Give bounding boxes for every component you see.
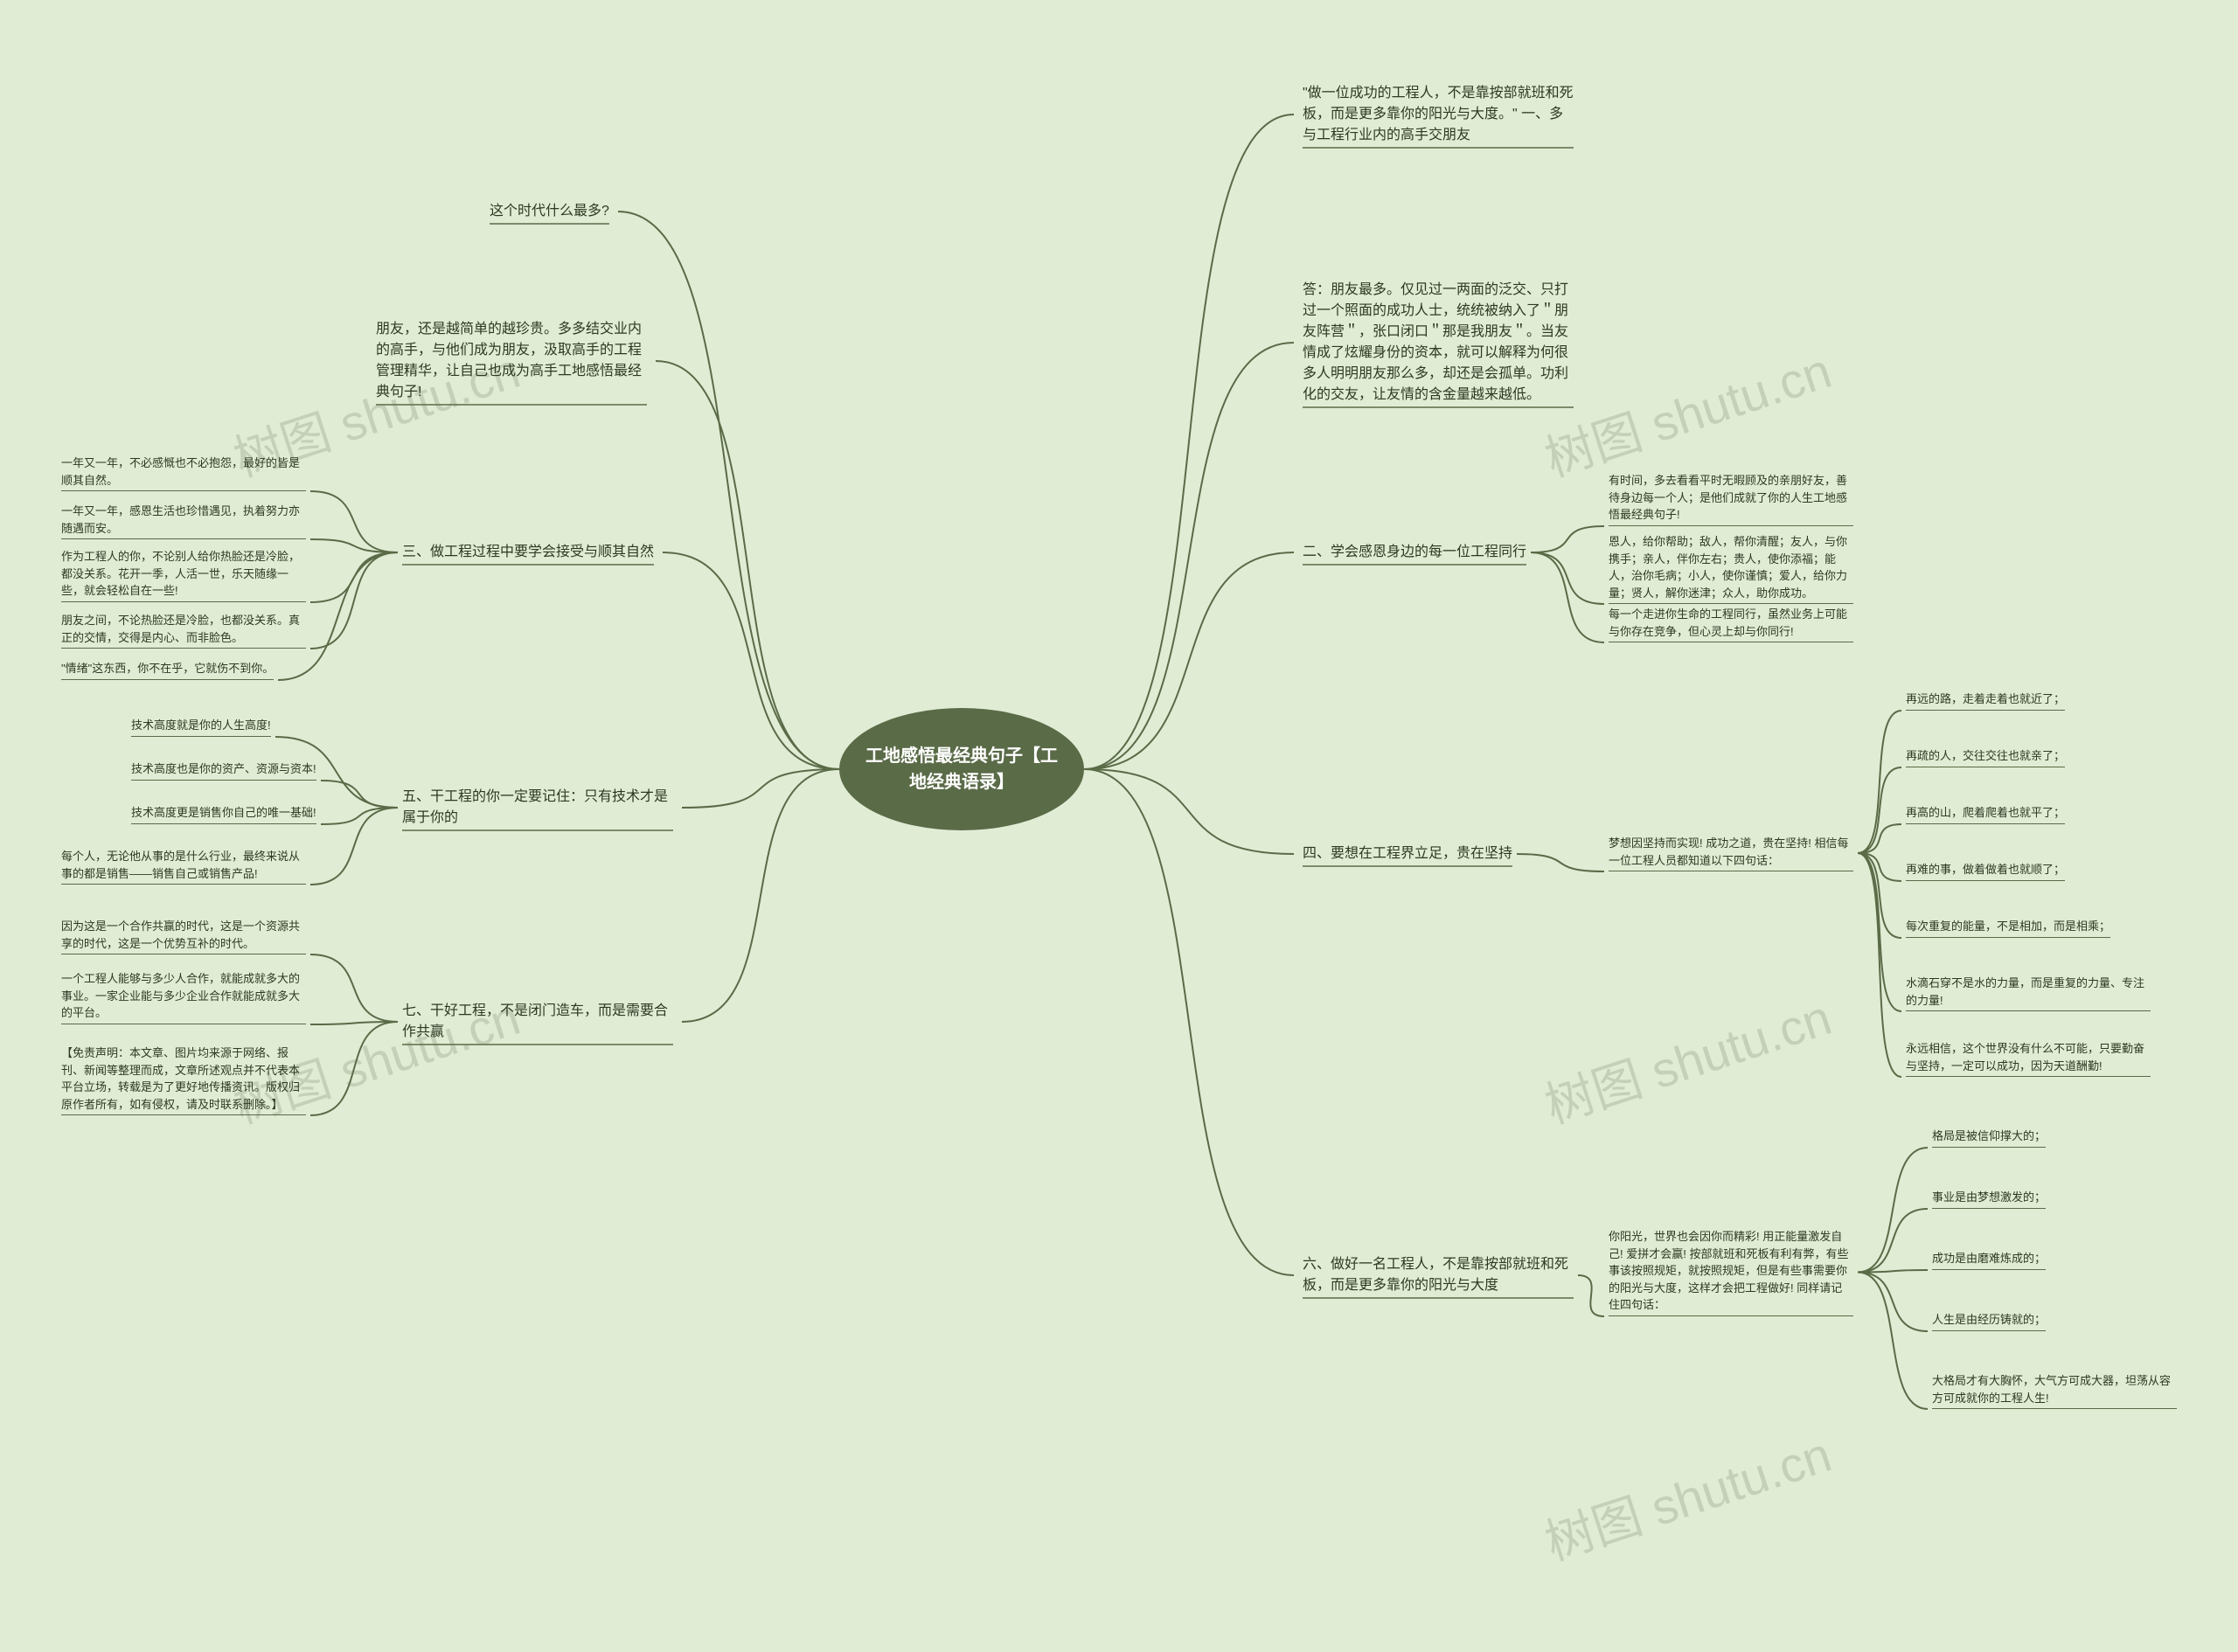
leaf-node: 梦想因坚持而实现! 成功之道，贵在坚持! 相信每一位工程人员都知道以下四句话： [1609, 835, 1853, 871]
leaf-node: 一年又一年，感恩生活也珍惜遇见，执着努力亦随遇而安。 [61, 503, 306, 539]
branch-label: 五、干工程的你一定要记住：只有技术才是属于你的 [402, 787, 673, 829]
leaf-node: 再难的事，做着做着也就顺了； [1906, 861, 2065, 881]
branch-label: 六、做好一名工程人，不是靠按部就班和死板，而是更多靠你的阳光与大度 [1303, 1254, 1574, 1296]
leaf-node: 每个人，无论他从事的是什么行业，最终来说从事的都是销售——销售自己或销售产品! [61, 848, 306, 885]
leaf-node: 一个工程人能够与多少人合作，就能成就多大的事业。一家企业能与多少企业合作就能成就… [61, 970, 306, 1024]
leaf-node: 因为这是一个合作共赢的时代，这是一个资源共享的时代，这是一个优势互补的时代。 [61, 918, 306, 954]
leaf-node: 恩人，给你帮助；敌人，帮你清醒；友人，与你携手；亲人，伴你左右；贵人，使你添福；… [1609, 533, 1853, 604]
branch-label: 答：朋友最多。仅见过一两面的泛交、只打过一个照面的成功人士，统统被纳入了＂朋友阵… [1303, 280, 1574, 406]
leaf-node: 再远的路，走着走着也就近了； [1906, 691, 2065, 711]
leaf-node: 技术高度更是销售你自己的唯一基础! [131, 804, 316, 824]
leaf-node: 事业是由梦想激发的； [1932, 1189, 2046, 1209]
branch-label: 二、学会感恩身边的每一位工程同行 [1303, 542, 1526, 563]
leaf-node: 再疏的人，交往交往也就亲了； [1906, 747, 2065, 767]
leaf-node: "情绪"这东西，你不在乎，它就伤不到你。 [61, 660, 274, 680]
leaf-node: 朋友之间，不论热脸还是冷脸，也都没关系。真正的交情，交得是内心、而非脸色。 [61, 612, 306, 649]
branch-label: 四、要想在工程界立足，贵在坚持 [1303, 843, 1512, 864]
leaf-node: 作为工程人的你，不论别人给你热脸还是冷脸，都没关系。花开一季，人活一世，乐天随缘… [61, 548, 306, 602]
leaf-node: 你阳光，世界也会因你而精彩! 用正能量激发自己! 爱拼才会赢! 按部就班和死板有… [1609, 1228, 1853, 1316]
mindmap-connectors [0, 0, 2238, 1652]
leaf-node: 每次重复的能量，不是相加，而是相乘； [1906, 918, 2110, 938]
branch-label: 朋友，还是越简单的越珍贵。多多结交业内的高手，与他们成为朋友，汲取高手的工程管理… [376, 319, 647, 403]
branch-label: 七、干好工程，不是闭门造车，而是需要合作共赢 [402, 1001, 673, 1043]
leaf-node: 技术高度也是你的资产、资源与资本! [131, 760, 316, 781]
branch-label: "做一位成功的工程人，不是靠按部就班和死板，而是更多靠你的阳光与大度。" 一、多… [1303, 83, 1574, 146]
leaf-node: 技术高度就是你的人生高度! [131, 717, 271, 737]
leaf-node: 格局是被信仰撑大的； [1932, 1128, 2046, 1148]
leaf-node: 每一个走进你生命的工程同行，虽然业务上可能与你存在竞争，但心灵上却与你同行! [1609, 606, 1853, 642]
leaf-node: 成功是由磨难炼成的； [1932, 1250, 2046, 1270]
leaf-node: 永远相信，这个世界没有什么不可能，只要勤奋与坚持，一定可以成功，因为天道酬勤! [1906, 1040, 2151, 1077]
leaf-node: 一年又一年，不必感慨也不必抱怨，最好的皆是顺其自然。 [61, 455, 306, 491]
leaf-node: 大格局才有大胸怀，大气方可成大器，坦荡从容方可成就你的工程人生! [1932, 1372, 2177, 1409]
branch-label: 这个时代什么最多? [490, 201, 609, 222]
leaf-node: 水滴石穿不是水的力量，而是重复的力量、专注的力量! [1906, 975, 2151, 1011]
branch-label: 三、做工程过程中要学会接受与顺其自然 [402, 542, 654, 563]
leaf-node: 有时间，多去看看平时无暇顾及的亲朋好友，善待身边每一个人；是他们成就了你的人生工… [1609, 472, 1853, 526]
leaf-node: 人生是由经历铸就的； [1932, 1311, 2046, 1331]
leaf-node: 再高的山，爬着爬着也就平了； [1906, 804, 2065, 824]
leaf-node: 【免责声明：本文章、图片均来源于网络、报刊、新闻等整理而成，文章所述观点并不代表… [61, 1045, 306, 1115]
center-topic: 工地感悟最经典句子【工地经典语录】 [839, 708, 1084, 830]
